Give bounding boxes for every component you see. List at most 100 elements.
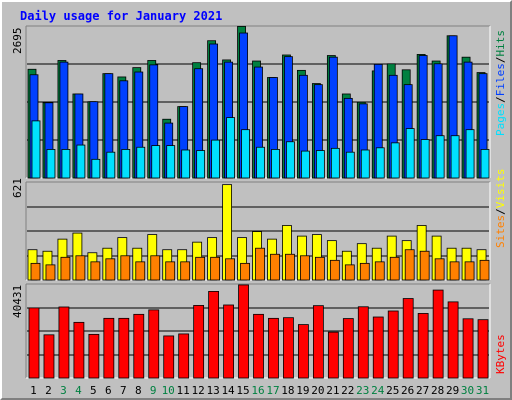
x-tick-label: 17 — [266, 384, 279, 397]
sites-bar — [374, 261, 385, 281]
sites-bar — [419, 250, 430, 281]
pages-bar — [226, 117, 235, 179]
x-tick-label: 6 — [105, 384, 112, 397]
pages-bar — [106, 151, 116, 179]
legend-entry: Sites — [494, 215, 507, 248]
pages-bar — [390, 142, 400, 179]
x-tick-label: 25 — [386, 384, 399, 397]
pages-bar — [315, 150, 325, 179]
pages-bar — [196, 150, 206, 179]
sites-bar — [389, 256, 400, 281]
kbytes-bar — [312, 305, 324, 379]
x-tick-label: 10 — [162, 384, 175, 397]
pages-bar — [46, 149, 56, 179]
pages-bar — [405, 128, 415, 179]
pages-bar — [31, 120, 41, 179]
x-tick-label: 22 — [341, 384, 354, 397]
sites-bar — [195, 256, 206, 281]
kbytes-bar — [58, 306, 70, 379]
kbytes-bar — [103, 317, 115, 379]
pages-bar — [256, 146, 265, 179]
sites-bar — [300, 255, 310, 281]
x-tick-label: 27 — [416, 384, 429, 397]
kbytes-bar — [118, 317, 130, 379]
kbytes-bar — [73, 321, 85, 379]
kbytes-bar — [178, 333, 190, 379]
kbytes-bar — [402, 298, 414, 379]
legend-entry: Visits — [494, 169, 507, 209]
legend-entry: / — [494, 208, 507, 215]
x-tick-label: 24 — [371, 384, 385, 397]
pages-bar — [271, 149, 280, 179]
pages-bar — [330, 147, 340, 179]
x-tick-label: 23 — [356, 384, 369, 397]
kbytes-bar — [28, 307, 40, 379]
chart-panel-hits-files-pages — [25, 25, 491, 179]
x-tick-label: 19 — [296, 384, 309, 397]
kbytes-bar — [447, 301, 459, 379]
kbytes-bar — [43, 334, 55, 379]
chart-panel-visits-sites — [25, 181, 491, 281]
kbytes-bar — [462, 318, 474, 379]
pages-bar — [211, 139, 221, 179]
kbytes-bar — [253, 313, 264, 379]
pages-bar — [181, 149, 191, 179]
pages-bar — [166, 145, 176, 179]
sites-bar — [449, 261, 460, 281]
pages-bar — [480, 149, 490, 179]
pages-bar — [375, 147, 385, 179]
y-max-label-kbytes: 40431 — [11, 285, 24, 318]
chart-panel-kbytes — [25, 283, 491, 379]
kbytes-bar — [372, 316, 384, 379]
x-tick-label: 11 — [177, 384, 190, 397]
pages-bar — [121, 149, 131, 179]
x-tick-label: 12 — [192, 384, 205, 397]
sites-bar — [255, 247, 265, 281]
sites-bar — [105, 258, 116, 281]
sites-bar — [180, 261, 191, 281]
x-tick-label: 13 — [206, 384, 219, 397]
sites-bar — [464, 261, 475, 281]
pages-bar — [420, 139, 430, 179]
sites-bar — [285, 253, 295, 281]
x-tick-label: 21 — [326, 384, 339, 397]
kbytes-bar — [298, 324, 309, 379]
x-tick-label: 2 — [45, 384, 52, 397]
x-tick-label: 26 — [401, 384, 414, 397]
x-tick-label: 31 — [476, 384, 489, 397]
sites-bar — [90, 261, 101, 281]
kbytes-bar — [88, 333, 100, 379]
pages-bar — [435, 135, 445, 179]
x-tick-label: 9 — [150, 384, 157, 397]
pages-bar — [136, 146, 146, 179]
x-tick-label: 20 — [311, 384, 324, 397]
sites-bar — [329, 259, 340, 281]
x-tick-label: 8 — [135, 384, 142, 397]
kbytes-bar — [342, 318, 354, 379]
legend-entry: Hits — [494, 30, 507, 57]
sites-bar — [120, 255, 131, 281]
kbytes-bar — [283, 317, 294, 379]
kbytes-bar — [223, 304, 234, 379]
kbytes-bar — [387, 310, 399, 379]
x-tick-label: 28 — [431, 384, 444, 397]
kbytes-bar — [208, 291, 220, 379]
sites-bar — [75, 255, 86, 281]
kbytes-bar — [432, 289, 444, 379]
sites-bar — [479, 259, 490, 281]
x-tick-label: 7 — [120, 384, 127, 397]
pages-bar — [360, 149, 370, 179]
pages-bar — [151, 145, 161, 179]
chart-title: Daily usage for January 2021 — [20, 9, 222, 23]
sites-bar — [240, 262, 250, 281]
sites-bar — [210, 256, 221, 281]
sites-bar — [270, 253, 280, 281]
pages-bar — [61, 149, 71, 179]
pages-bar — [76, 144, 86, 179]
sites-bar — [225, 258, 235, 281]
kbytes-bar — [163, 335, 175, 379]
sites-bar — [344, 264, 355, 281]
kbytes-bar — [268, 317, 279, 379]
sites-bar — [434, 258, 445, 281]
